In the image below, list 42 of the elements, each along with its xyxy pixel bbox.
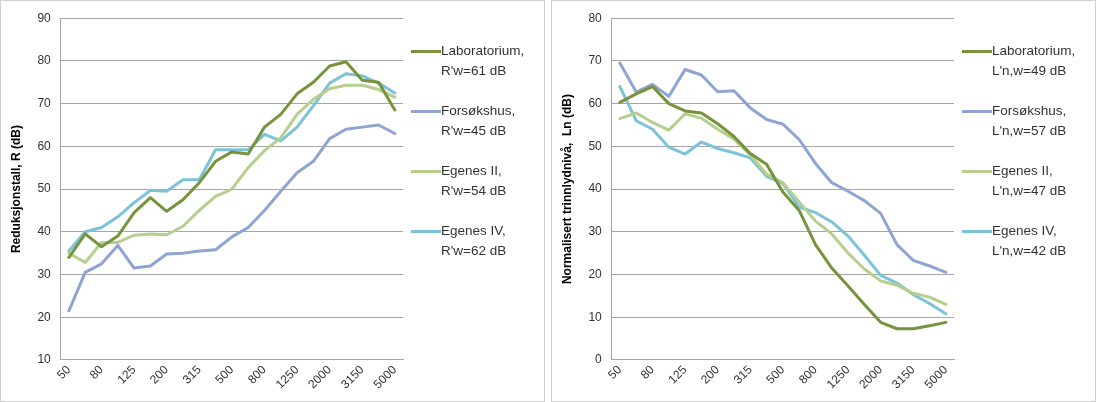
x-tick-label: 200 xyxy=(698,362,723,387)
legend-label: Forsøkshus, L'n,w=57 dB xyxy=(992,102,1068,140)
y-tick-label: 20 xyxy=(37,309,52,324)
x-tick-label: 80 xyxy=(86,362,107,382)
legend-label: Egenes IV, L'n,w=42 dB xyxy=(992,222,1068,260)
y-tick-label: 80 xyxy=(588,10,603,25)
x-tick-label: 125 xyxy=(114,362,139,387)
y-tick-label: 20 xyxy=(588,266,603,281)
x-tick-label: 500 xyxy=(212,362,237,387)
legend-label: Egenes IV, R'w=62 dB xyxy=(441,222,508,260)
y-tick-label: 30 xyxy=(588,224,603,239)
y-tick-label: 10 xyxy=(588,309,603,324)
y-tick-label: 40 xyxy=(588,181,603,196)
y-tick-label: 30 xyxy=(37,266,52,281)
y-tick-label: 50 xyxy=(37,181,52,196)
x-tick-label: 200 xyxy=(147,362,172,387)
y-axis-title: Reduksjonstall, R (dB) xyxy=(8,125,23,254)
x-tick-label: 50 xyxy=(54,362,74,382)
x-tick-label: 125 xyxy=(665,362,690,387)
y-tick-label: 80 xyxy=(37,53,52,68)
x-tick-label: 800 xyxy=(795,362,821,387)
x-tick-label: 80 xyxy=(637,362,658,382)
x-tick-label: 50 xyxy=(605,362,625,382)
legend-label: Egenes II, R'w=54 dB xyxy=(441,162,508,200)
y-tick-label: 90 xyxy=(37,10,52,25)
y-axis-title: Normalisert trinnlydnivå, Ln (dB) xyxy=(559,94,574,285)
y-tick-label: 60 xyxy=(37,138,52,153)
legend-label: Egenes II, L'n,w=47 dB xyxy=(992,162,1068,200)
legend-label: Laboratorium, R'w=61 dB xyxy=(441,42,526,80)
x-tick-label: 500 xyxy=(763,362,788,387)
y-tick-label: 0 xyxy=(595,352,603,367)
y-tick-label: 60 xyxy=(588,95,603,110)
x-tick-label: 315 xyxy=(730,362,755,387)
y-tick-label: 40 xyxy=(37,224,52,239)
x-tick-label: 800 xyxy=(244,362,270,387)
legend-label: Forsøkshus, R'w=45 dB xyxy=(441,102,517,140)
y-tick-label: 70 xyxy=(588,53,603,68)
legend-label: Laboratorium, L'n,w=49 dB xyxy=(992,42,1077,80)
y-tick-label: 10 xyxy=(37,352,52,367)
y-tick-label: 70 xyxy=(37,95,52,110)
y-tick-label: 50 xyxy=(588,138,603,153)
x-tick-label: 315 xyxy=(179,362,204,387)
